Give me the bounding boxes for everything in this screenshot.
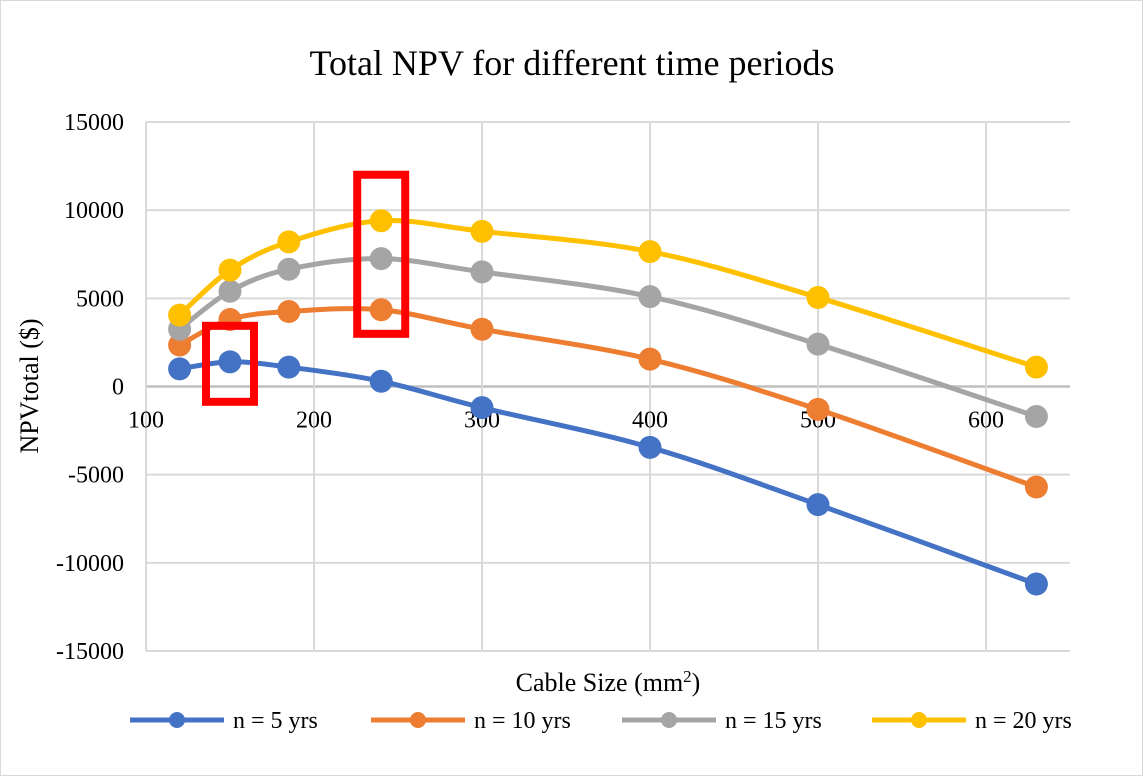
y-axis-label: NPVtotal ($) <box>15 318 44 453</box>
data-point <box>638 240 662 264</box>
data-point <box>470 396 494 420</box>
legend-label-1: n = 10 yrs <box>474 708 571 734</box>
legend-label-3: n = 20 yrs <box>975 708 1072 734</box>
y-tick-label: 15000 <box>64 110 124 136</box>
data-point <box>218 350 242 374</box>
legend-label-0: n = 5 yrs <box>233 708 318 734</box>
x-tick-label: 200 <box>296 408 332 434</box>
data-point <box>1024 475 1048 499</box>
data-point <box>806 397 830 421</box>
data-point <box>369 369 393 393</box>
data-point <box>218 258 242 282</box>
x-tick-label: 100 <box>128 408 164 434</box>
y-tick-label: 10000 <box>64 198 124 224</box>
data-point <box>470 260 494 284</box>
data-point <box>638 435 662 459</box>
data-point <box>168 357 192 381</box>
x-tick-label: 400 <box>632 408 668 434</box>
y-tick-label: -15000 <box>56 639 124 665</box>
highlight-box <box>202 321 258 406</box>
data-point <box>369 247 393 271</box>
y-tick-label: -5000 <box>68 463 124 489</box>
x-tick-label: 600 <box>968 408 1004 434</box>
data-point <box>470 317 494 341</box>
legend-marker-1 <box>410 712 426 728</box>
series-line-0 <box>179 359 1038 587</box>
data-point <box>277 355 301 379</box>
data-point <box>277 230 301 254</box>
data-point <box>470 219 494 243</box>
data-point <box>806 493 830 517</box>
data-point <box>1024 355 1048 379</box>
data-point <box>638 285 662 309</box>
y-tick-label: 5000 <box>76 286 124 312</box>
legend-marker-3 <box>911 712 927 728</box>
series-line-2 <box>178 256 1038 419</box>
y-tick-label: -10000 <box>56 551 124 577</box>
series-line-1 <box>178 306 1038 490</box>
data-point <box>369 298 393 322</box>
legend-label-2: n = 15 yrs <box>725 708 822 734</box>
legend-marker-0 <box>169 712 185 728</box>
data-point <box>806 332 830 356</box>
data-point <box>1024 404 1048 428</box>
chart-title: Total NPV for different time periods <box>309 43 834 83</box>
y-tick-label: 0 <box>112 375 124 401</box>
data-point <box>168 333 192 357</box>
data-point <box>1024 572 1048 596</box>
data-point <box>369 209 393 233</box>
x-axis-label: Cable Size (mm2) <box>516 667 701 697</box>
data-point <box>218 279 242 303</box>
data-point <box>638 347 662 371</box>
data-point <box>806 285 830 309</box>
highlight-box <box>353 170 410 338</box>
data-point <box>277 257 301 281</box>
legend-marker-2 <box>661 712 677 728</box>
data-point <box>168 303 192 327</box>
data-point <box>277 300 301 324</box>
legend: n = 5 yrs n = 10 yrs n = 15 yrs n = 20 yrs <box>130 708 1072 734</box>
